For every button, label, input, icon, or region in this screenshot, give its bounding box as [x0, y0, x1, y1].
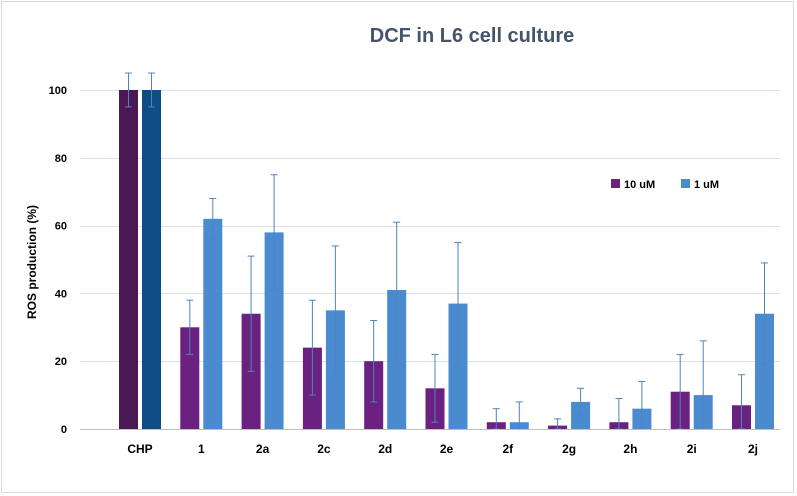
x-tick-CHP: CHP [127, 442, 152, 456]
y-tick-40: 40 [55, 288, 67, 300]
legend-swatch-10um [611, 179, 620, 188]
bar-2a-1um [264, 232, 284, 429]
chart-title: DCF in L6 cell culture [370, 25, 574, 47]
x-tick-2j: 2j [748, 442, 758, 456]
x-tick-2d: 2d [378, 442, 392, 456]
bar-2j-1um [755, 313, 774, 429]
x-axis-tick-labels: CHP 1 2a 2c 2d 2e 2f 2g 2h 2i 2j [127, 442, 758, 456]
legend: 10 uM 1 uM [611, 179, 719, 191]
x-tick-2f: 2f [502, 442, 514, 456]
y-axis-ticks: 0 20 40 60 80 100 [49, 85, 67, 436]
x-tick-2h: 2h [623, 442, 637, 456]
bar-1-1um [203, 218, 223, 429]
y-tick-60: 60 [55, 221, 67, 233]
y-tick-80: 80 [55, 153, 67, 165]
x-tick-2c: 2c [317, 442, 331, 456]
legend-label-1um: 1 uM [694, 179, 719, 191]
bar-2d-1um [387, 290, 407, 429]
gridlines [80, 90, 780, 362]
x-tick-2a: 2a [256, 442, 270, 456]
y-tick-0: 0 [61, 424, 67, 436]
y-tick-100: 100 [49, 85, 67, 97]
y-axis-label: ROS production (%) [25, 205, 39, 319]
legend-label-10um: 10 uM [624, 179, 655, 191]
x-tick-1: 1 [198, 442, 205, 456]
x-tick-2e: 2e [440, 442, 454, 456]
bar-CHP-1um [142, 90, 161, 429]
x-tick-2i: 2i [687, 442, 697, 456]
legend-swatch-1um [681, 179, 690, 188]
bars [119, 90, 774, 429]
bar-2e-1um [448, 303, 468, 429]
y-tick-20: 20 [55, 356, 67, 368]
x-tick-2g: 2g [562, 442, 576, 456]
bar-1-10um [180, 327, 200, 429]
bar-CHP-10um [119, 90, 138, 429]
